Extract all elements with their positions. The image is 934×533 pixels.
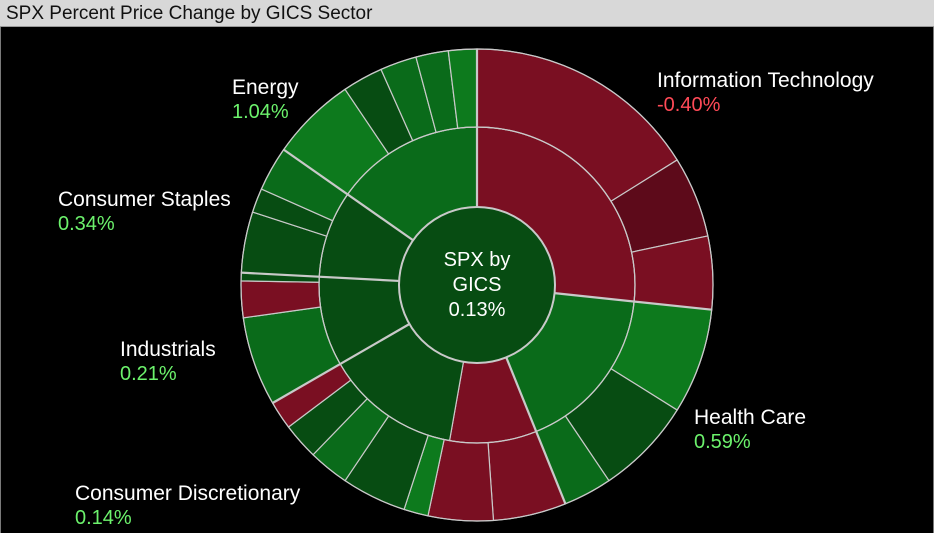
sector-divider xyxy=(241,271,400,283)
center-value: 0.13% xyxy=(449,299,506,321)
sector-label-value: 0.59% xyxy=(694,431,751,453)
sector-label-value: 0.34% xyxy=(58,213,115,235)
sector-labels: Information Technology-0.40%Health Care0… xyxy=(58,69,874,529)
sector-label-name: Consumer Staples xyxy=(58,188,231,211)
chart-title-bar: SPX Percent Price Change by GICS Sector xyxy=(0,0,934,27)
sector-divider xyxy=(272,323,411,404)
sector-divider xyxy=(505,356,567,505)
center-hub: SPX by GICS 0.13% xyxy=(398,206,556,364)
center-title-line1: SPX by xyxy=(444,249,511,271)
middle-ring-border xyxy=(318,126,636,444)
sector-label-name: Consumer Discretionary xyxy=(75,482,301,505)
center-circle xyxy=(398,206,556,364)
sector-label-name: Energy xyxy=(232,76,299,99)
sector-label-value: -0.40% xyxy=(657,94,721,116)
sector-label-value: 0.21% xyxy=(120,363,177,385)
center-title-line2: GICS xyxy=(453,274,502,296)
chart-title: SPX Percent Price Change by GICS Sector xyxy=(6,3,373,24)
sector-label-name: Industrials xyxy=(120,338,216,361)
sunburst-rings xyxy=(240,48,714,522)
outer-ring-border xyxy=(240,48,714,522)
sector-label-value: 1.04% xyxy=(232,101,289,123)
sector-label-name: Health Care xyxy=(694,406,806,429)
sector-label-value: 0.14% xyxy=(75,507,132,529)
sector-label-name: Information Technology xyxy=(657,69,874,92)
sector-divider xyxy=(554,292,712,311)
sector-divider xyxy=(283,148,414,242)
